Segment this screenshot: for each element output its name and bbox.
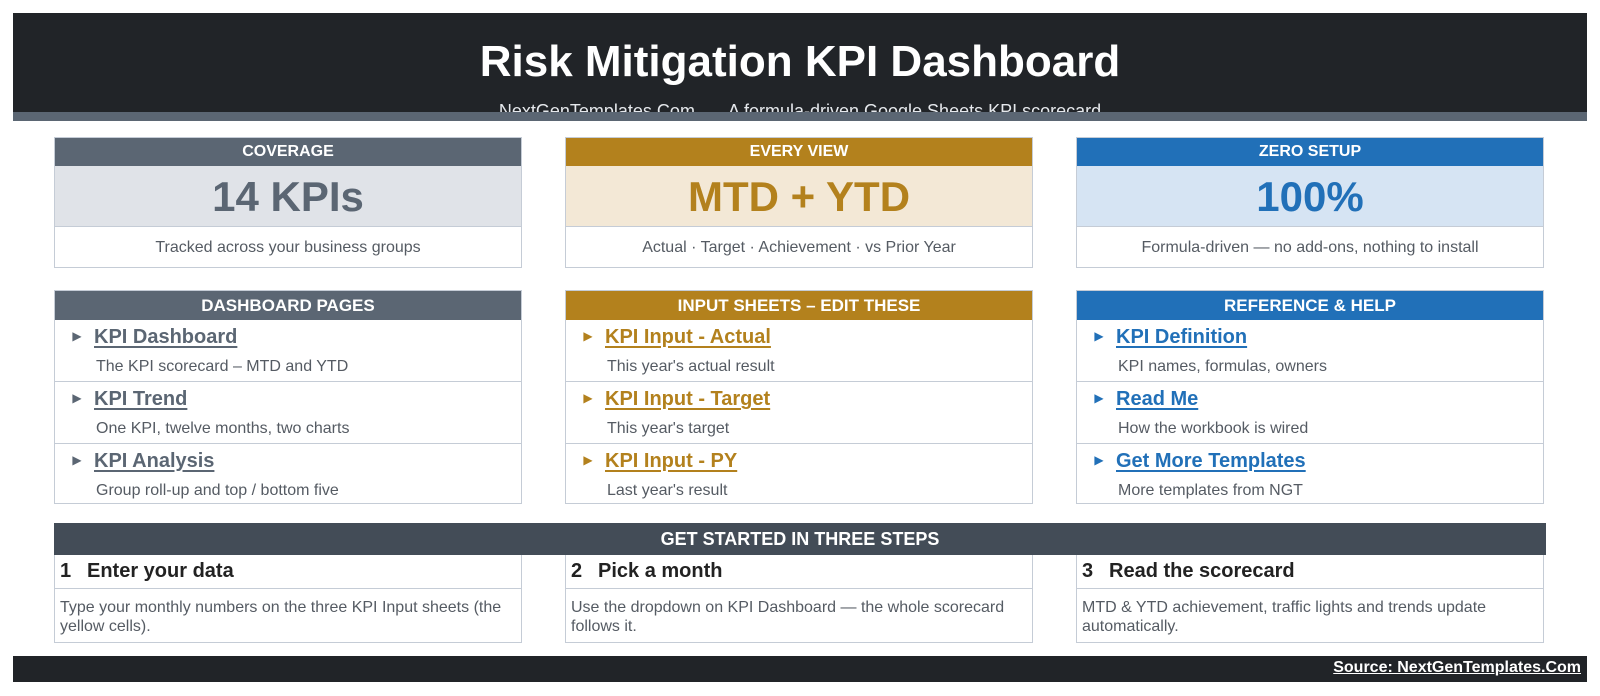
nav-item-description: KPI names, formulas, owners: [1118, 358, 1327, 375]
step-number: 2: [571, 560, 583, 582]
play-arrow-icon: ▶: [72, 329, 82, 343]
panel-reference-help: REFERENCE & HELP ▶ KPI Definition KPI nam…: [1076, 290, 1544, 504]
play-arrow-icon: ▶: [1094, 453, 1104, 467]
step-title: 2 Pick a month: [566, 555, 1032, 589]
kpi-trend-link[interactable]: ▶ KPI Trend: [60, 388, 187, 411]
step-number: 3: [1082, 560, 1094, 582]
footer-bar: Source: NextGenTemplates.Com: [13, 656, 1587, 682]
step-description: Type your monthly numbers on the three K…: [60, 599, 502, 635]
card-label: EVERY VIEW: [566, 138, 1032, 166]
step-description: MTD & YTD achievement, traffic lights an…: [1082, 599, 1487, 635]
step-enter-data: 1 Enter your data Type your monthly numbe…: [54, 555, 522, 643]
nav-item-description: How the workbook is wired: [1118, 420, 1309, 437]
card-zero-setup: ZERO SETUP 100% Formula-driven — no add-…: [1076, 137, 1544, 268]
kpi-input-target-link[interactable]: ▶ KPI Input - Target: [571, 388, 770, 411]
get-more-templates-link[interactable]: ▶ Get More Templates: [1082, 450, 1305, 473]
panel-dashboard-pages: DASHBOARD PAGES ▶ KPI Dashboard The KPI s…: [54, 290, 522, 504]
kpi-input-py-link[interactable]: ▶ KPI Input - PY: [571, 450, 737, 473]
play-arrow-icon: ▶: [72, 453, 82, 467]
nav-item-description: More templates from NGT: [1118, 482, 1303, 499]
panel-title: INPUT SHEETS – EDIT THESE: [566, 291, 1032, 320]
read-me-link[interactable]: ▶ Read Me: [1082, 388, 1198, 411]
play-arrow-icon: ▶: [583, 453, 593, 467]
page-title: Risk Mitigation KPI Dashboard: [479, 37, 1121, 86]
nav-item-kpi-dashboard: ▶ KPI Dashboard The KPI scorecard – MTD a…: [55, 320, 521, 381]
card-value: 100%: [1077, 166, 1543, 227]
card-label: COVERAGE: [55, 138, 521, 166]
nav-item-description: The KPI scorecard – MTD and YTD: [96, 358, 349, 375]
nav-item-input-target: ▶ KPI Input - Target This year's target: [566, 381, 1032, 443]
kpi-input-actual-link[interactable]: ▶ KPI Input - Actual: [571, 326, 771, 349]
step-pick-month: 2 Pick a month Use the dropdown on KPI Da…: [565, 555, 1033, 643]
card-coverage: COVERAGE 14 KPIs Tracked across your bus…: [54, 137, 522, 268]
panel-title: REFERENCE & HELP: [1077, 291, 1543, 320]
play-arrow-icon: ▶: [1094, 329, 1104, 343]
card-description: Actual · Target · Achievement · vs Prior…: [642, 239, 956, 256]
nav-item-input-py: ▶ KPI Input - PY Last year's result: [566, 443, 1032, 505]
panel-input-sheets: INPUT SHEETS – EDIT THESE ▶ KPI Input - A…: [565, 290, 1033, 504]
step-number: 1: [60, 560, 72, 582]
card-description: Tracked across your business groups: [155, 239, 421, 256]
nav-item-description: Last year's result: [607, 482, 728, 499]
kpi-definition-link[interactable]: ▶ KPI Definition: [1082, 326, 1247, 349]
nav-item-kpi-definition: ▶ KPI Definition KPI names, formulas, own…: [1077, 320, 1543, 381]
play-arrow-icon: ▶: [583, 391, 593, 405]
nav-item-input-actual: ▶ KPI Input - Actual This year's actual r…: [566, 320, 1032, 381]
nav-item-read-me: ▶ Read Me How the workbook is wired: [1077, 381, 1543, 443]
card-description: Formula-driven — no add-ons, nothing to …: [1141, 239, 1479, 256]
kpi-analysis-link[interactable]: ▶ KPI Analysis: [60, 450, 214, 473]
panel-title: DASHBOARD PAGES: [55, 291, 521, 320]
nav-item-kpi-trend: ▶ KPI Trend One KPI, twelve months, two c…: [55, 381, 521, 443]
play-arrow-icon: ▶: [583, 329, 593, 343]
card-label: ZERO SETUP: [1077, 138, 1543, 166]
header-banner: Risk Mitigation KPI Dashboard NextGenTem…: [13, 13, 1587, 121]
nav-item-description: Group roll-up and top / bottom five: [96, 482, 339, 499]
play-arrow-icon: ▶: [72, 391, 82, 405]
source-link[interactable]: Source: NextGenTemplates.Com: [1333, 659, 1581, 676]
step-description: Use the dropdown on KPI Dashboard — the …: [571, 599, 1005, 635]
kpi-dashboard-link[interactable]: ▶ KPI Dashboard: [60, 326, 237, 349]
step-title: 3 Read the scorecard: [1077, 555, 1543, 589]
steps-header: GET STARTED IN THREE STEPS: [54, 523, 1546, 555]
step-read-scorecard: 3 Read the scorecard MTD & YTD achievemen…: [1076, 555, 1544, 643]
header-divider: [13, 112, 1587, 121]
play-arrow-icon: ▶: [1094, 391, 1104, 405]
card-every-view: EVERY VIEW MTD + YTD Actual · Target · A…: [565, 137, 1033, 268]
nav-item-description: This year's actual result: [607, 358, 775, 375]
nav-item-description: One KPI, twelve months, two charts: [96, 420, 350, 437]
step-title: 1 Enter your data: [55, 555, 521, 589]
card-value: 14 KPIs: [55, 166, 521, 227]
card-value: MTD + YTD: [566, 166, 1032, 227]
nav-item-description: This year's target: [607, 420, 730, 437]
nav-item-more-templates: ▶ Get More Templates More templates from …: [1077, 443, 1543, 505]
nav-item-kpi-analysis: ▶ KPI Analysis Group roll-up and top / bo…: [55, 443, 521, 505]
